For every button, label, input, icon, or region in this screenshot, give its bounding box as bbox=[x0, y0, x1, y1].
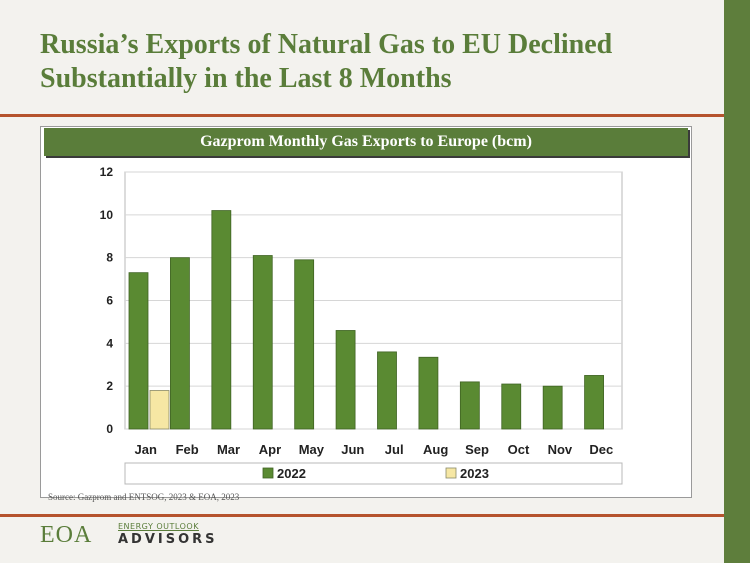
slide-title: Russia’s Exports of Natural Gas to EU De… bbox=[40, 29, 613, 94]
bar-2022-oct bbox=[501, 383, 522, 430]
bar-2022-dec bbox=[584, 375, 604, 430]
legend-label-2022: 2022 bbox=[277, 466, 306, 481]
bar-2022-apr bbox=[252, 255, 273, 430]
bottom-divider bbox=[0, 514, 724, 517]
bar-2022-feb bbox=[170, 257, 190, 430]
y-tick-label: 8 bbox=[106, 251, 113, 265]
top-divider bbox=[0, 114, 724, 117]
x-tick-label: Oct bbox=[508, 442, 530, 457]
logo-line-2: ADVISORS bbox=[118, 532, 218, 547]
x-tick-label: Jun bbox=[341, 442, 364, 457]
source-note: Source: Gazprom and ENTSOG, 2023 & EOA, … bbox=[48, 492, 240, 502]
x-tick-label: Mar bbox=[217, 442, 240, 457]
x-tick-label: Jan bbox=[135, 442, 157, 457]
bar-2022-jun bbox=[335, 330, 356, 430]
legend-swatch-2022 bbox=[262, 467, 274, 479]
chart-title: Gazprom Monthly Gas Exports to Europe (b… bbox=[44, 128, 688, 156]
x-tick-label: May bbox=[299, 442, 325, 457]
x-tick-label: Sep bbox=[465, 442, 489, 457]
x-tick-label: Aug bbox=[423, 442, 448, 457]
x-tick-label: Jul bbox=[385, 442, 404, 457]
x-tick-label: Apr bbox=[259, 442, 281, 457]
company-logo: EOA ENERGY OUTLOOK ADVISORS bbox=[40, 520, 250, 556]
bar-2022-jul bbox=[377, 351, 397, 430]
legend-box bbox=[124, 462, 623, 485]
y-tick-label: 2 bbox=[106, 379, 113, 393]
bar-2022-nov bbox=[542, 385, 563, 430]
legend-label-2023: 2023 bbox=[460, 466, 489, 481]
bar-2022-sep bbox=[459, 381, 480, 430]
bar-2023-jan bbox=[149, 390, 170, 430]
bar-2022-jan bbox=[128, 272, 149, 430]
x-tick-label: Nov bbox=[548, 442, 573, 457]
logo-line-1: ENERGY OUTLOOK bbox=[118, 522, 199, 531]
right-accent-bar bbox=[724, 0, 750, 563]
y-tick-label: 10 bbox=[100, 208, 114, 222]
bar-2022-aug bbox=[418, 356, 439, 430]
x-tick-label: Dec bbox=[589, 442, 613, 457]
y-tick-label: 12 bbox=[100, 165, 114, 179]
logo-mark: EOA bbox=[40, 522, 93, 548]
y-tick-label: 6 bbox=[106, 294, 113, 308]
legend-swatch-2023 bbox=[445, 467, 457, 479]
x-tick-label: Feb bbox=[176, 442, 199, 457]
y-tick-label: 0 bbox=[106, 422, 113, 436]
y-tick-label: 4 bbox=[106, 336, 113, 350]
bar-2022-mar bbox=[211, 210, 232, 430]
bar-2022-may bbox=[294, 259, 315, 430]
